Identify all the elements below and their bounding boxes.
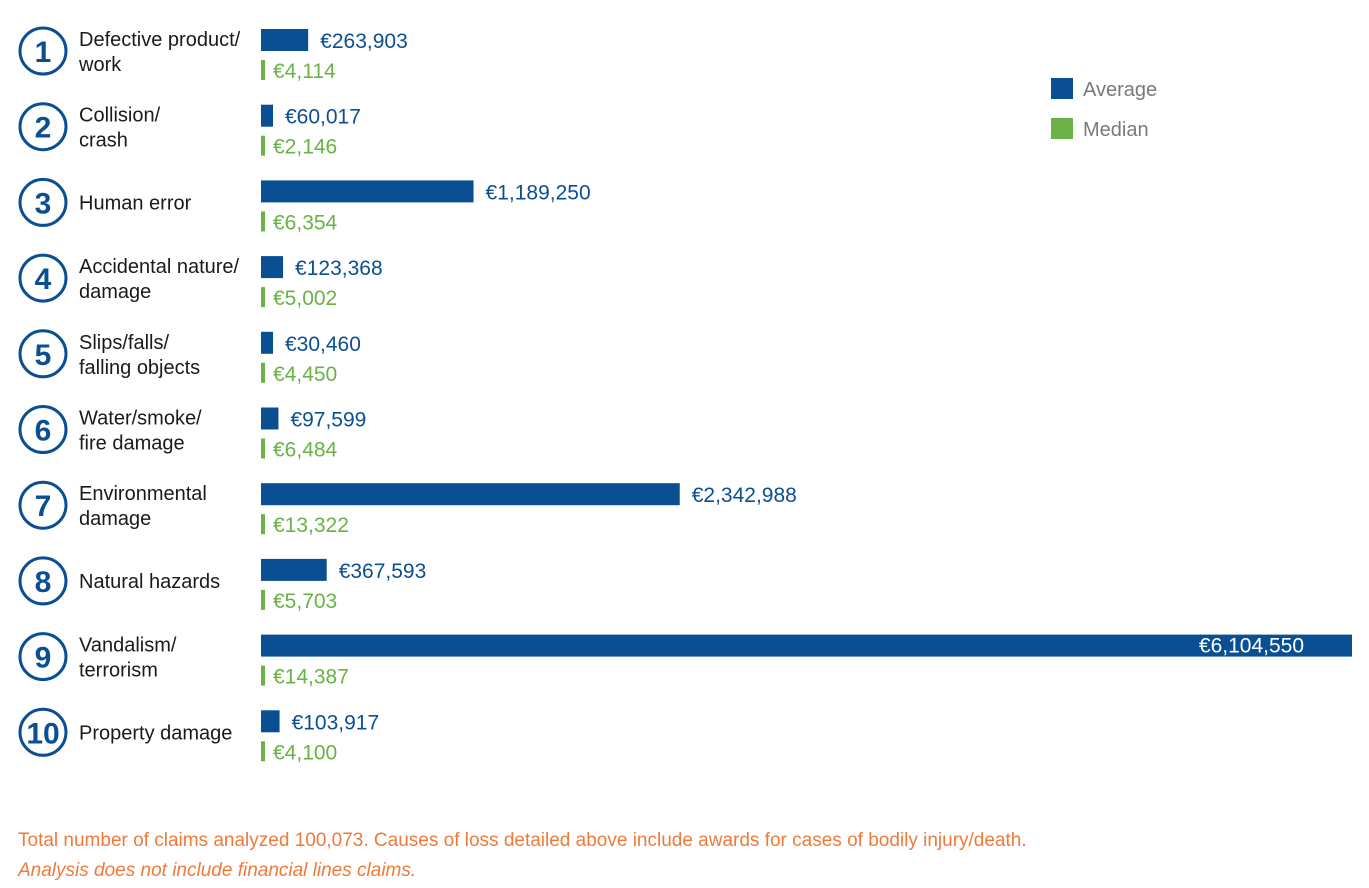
category-number: 10: [26, 717, 59, 750]
average-value-label: €263,903: [320, 30, 408, 53]
category-number-badge: [18, 480, 68, 530]
category-number-badge: [18, 253, 68, 303]
category-label: Collision/: [79, 105, 161, 127]
median-value-label: €14,387: [273, 666, 349, 689]
average-value-label: €30,460: [285, 333, 361, 356]
category-label: damage: [79, 281, 151, 303]
category-number-badge: [18, 707, 68, 757]
average-value-label: €2,342,988: [692, 484, 797, 507]
average-value-label: €123,368: [295, 257, 383, 280]
median-bar: [261, 665, 265, 686]
category-label: terrorism: [79, 660, 158, 682]
legend-label-average: Average: [1083, 79, 1157, 101]
category-number-badge: [18, 102, 68, 152]
category-label: Human error: [79, 192, 192, 214]
category-label: crash: [79, 130, 128, 152]
footnote-total-claims: Total number of claims analyzed 100,073.…: [18, 830, 1027, 851]
category-label: Vandalism/: [79, 635, 177, 657]
category-label: fire damage: [79, 433, 185, 455]
claims-bar-chart: 1 Defective product/work €263,903 €4,114 2 Co…: [18, 26, 1352, 764]
category-number: 1: [35, 36, 52, 69]
category-label: Water/smoke/: [79, 408, 202, 430]
category-number-badge: [18, 405, 68, 454]
median-bar: [261, 589, 265, 610]
median-bar: [261, 438, 265, 459]
average-bar: [261, 710, 280, 733]
average-bar: [261, 634, 1352, 657]
average-value-label: €103,917: [292, 711, 380, 734]
median-value-label: €4,450: [273, 363, 337, 386]
median-bar: [261, 287, 265, 308]
median-bar: [261, 741, 265, 762]
average-bar: [261, 180, 474, 203]
category-number-badge: [18, 26, 68, 76]
median-value-label: €5,002: [273, 287, 337, 310]
average-bar: [261, 331, 273, 354]
average-value-label: €367,593: [339, 560, 427, 583]
category-label: work: [78, 54, 122, 76]
average-bar: [261, 558, 327, 581]
category-number: 7: [35, 490, 52, 523]
category-label: Defective product/: [79, 29, 241, 51]
average-bar: [261, 483, 680, 506]
category-label: Property damage: [79, 722, 232, 744]
category-number: 3: [35, 187, 52, 220]
average-value-label: €6,104,550: [1199, 635, 1304, 658]
category-label: Slips/falls/: [79, 332, 169, 354]
category-label: Accidental nature/: [79, 256, 240, 278]
category-label: falling objects: [79, 357, 200, 379]
category-number-badge: [18, 329, 68, 379]
average-value-label: €60,017: [285, 106, 361, 129]
category-number-badge: [18, 632, 68, 682]
average-bar: [261, 407, 279, 430]
legend-label-median: Median: [1083, 119, 1149, 141]
category-label: damage: [79, 508, 151, 530]
average-bar: [261, 29, 309, 51]
legend-swatch-average: [1051, 78, 1073, 99]
median-bar: [261, 362, 265, 383]
median-bar: [261, 135, 265, 156]
footnote-financial-lines: Analysis does not include financial line…: [18, 860, 417, 881]
category-number: 8: [35, 566, 52, 599]
median-value-label: €4,100: [273, 741, 337, 764]
average-value-label: €97,599: [290, 409, 366, 432]
median-value-label: €6,354: [273, 211, 338, 234]
legend-swatch-median: [1051, 118, 1073, 139]
median-value-label: €2,146: [273, 136, 337, 159]
average-bar: [261, 104, 273, 127]
category-label: Natural hazards: [79, 571, 220, 593]
average-value-label: €1,189,250: [486, 181, 591, 204]
median-value-label: €5,703: [273, 590, 337, 613]
category-label: Environmental: [79, 483, 207, 505]
category-number: 4: [35, 263, 52, 296]
average-bar: [261, 256, 284, 279]
median-value-label: €6,484: [273, 439, 338, 462]
category-number: 9: [35, 642, 52, 675]
category-number: 6: [35, 415, 52, 448]
median-bar: [261, 60, 265, 80]
median-value-label: €4,114: [273, 60, 336, 83]
median-value-label: €13,322: [273, 514, 349, 537]
category-number-badge: [18, 556, 68, 606]
category-number: 5: [35, 339, 52, 372]
median-bar: [261, 514, 265, 535]
category-number-badge: [18, 177, 68, 227]
median-bar: [261, 211, 265, 232]
category-number: 2: [35, 112, 52, 145]
